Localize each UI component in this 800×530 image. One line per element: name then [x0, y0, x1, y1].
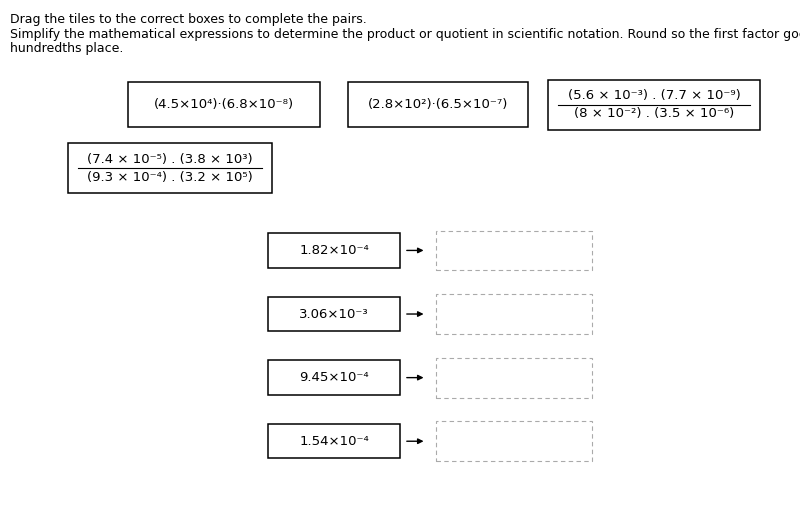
- Text: Simplify the mathematical expressions to determine the product or quotient in sc: Simplify the mathematical expressions to…: [10, 28, 800, 41]
- Text: (2.8×10²)·(6.5×10⁻⁷): (2.8×10²)·(6.5×10⁻⁷): [368, 98, 508, 111]
- Bar: [436, 421, 592, 461]
- Bar: [436, 358, 592, 398]
- Bar: [68, 143, 272, 193]
- Text: 9.45×10⁻⁴: 9.45×10⁻⁴: [299, 371, 369, 384]
- Bar: [128, 82, 320, 127]
- Text: hundredths place.: hundredths place.: [10, 42, 123, 55]
- Text: (7.4 × 10⁻⁵) . (3.8 × 10³): (7.4 × 10⁻⁵) . (3.8 × 10³): [87, 153, 253, 165]
- Bar: [436, 294, 592, 334]
- Text: (5.6 × 10⁻³) . (7.7 × 10⁻⁹): (5.6 × 10⁻³) . (7.7 × 10⁻⁹): [568, 89, 740, 102]
- Bar: [268, 360, 400, 395]
- Text: 1.82×10⁻⁴: 1.82×10⁻⁴: [299, 244, 369, 257]
- Text: (9.3 × 10⁻⁴) . (3.2 × 10⁵): (9.3 × 10⁻⁴) . (3.2 × 10⁵): [87, 171, 253, 184]
- Bar: [548, 80, 760, 130]
- Bar: [348, 82, 528, 127]
- Bar: [268, 233, 400, 268]
- Text: (4.5×10⁴)·(6.8×10⁻⁸): (4.5×10⁴)·(6.8×10⁻⁸): [154, 98, 294, 111]
- Bar: [268, 424, 400, 458]
- Bar: [268, 297, 400, 331]
- Text: Drag the tiles to the correct boxes to complete the pairs.: Drag the tiles to the correct boxes to c…: [10, 13, 366, 26]
- Text: (8 × 10⁻²) . (3.5 × 10⁻⁶): (8 × 10⁻²) . (3.5 × 10⁻⁶): [574, 107, 734, 120]
- Text: 1.54×10⁻⁴: 1.54×10⁻⁴: [299, 435, 369, 448]
- Text: 3.06×10⁻³: 3.06×10⁻³: [299, 307, 369, 321]
- Bar: [436, 231, 592, 270]
